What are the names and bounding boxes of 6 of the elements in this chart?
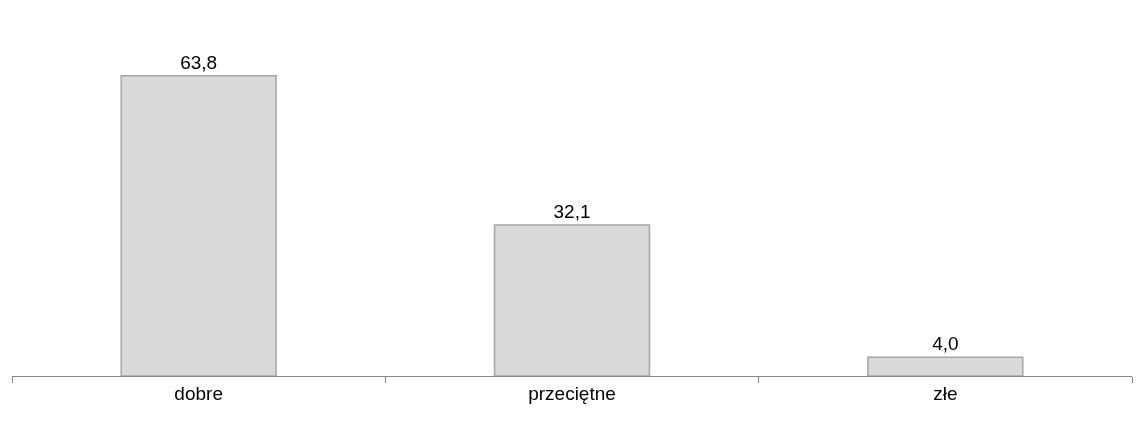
data-label: 63,8: [180, 51, 218, 73]
data-label: 32,1: [553, 200, 591, 222]
x-tick-label: złe: [933, 382, 958, 404]
x-tick-label: dobre: [174, 382, 223, 404]
x-tick-label: przeciętne: [528, 382, 616, 404]
data-label: 4,0: [932, 333, 959, 355]
